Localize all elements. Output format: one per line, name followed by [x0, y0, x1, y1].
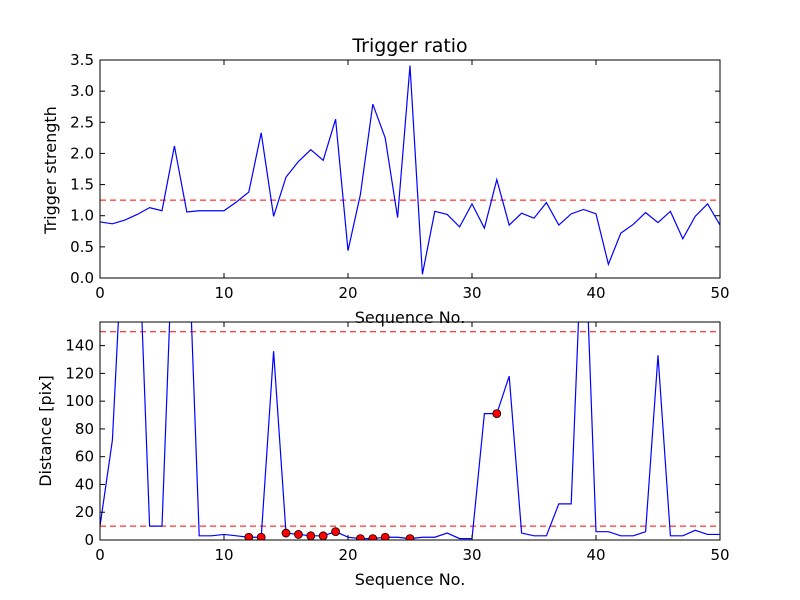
panel2-y-axis-label: Distance [pix]	[36, 375, 55, 487]
y-tick-label: 0	[84, 531, 94, 549]
x-tick-label: 30	[462, 284, 481, 302]
y-tick-label: 20	[75, 503, 94, 521]
x-tick-label: 50	[710, 546, 729, 564]
x-tick-label: 40	[586, 284, 605, 302]
data-point-marker	[405, 534, 415, 540]
y-tick-label: 3.0	[70, 82, 94, 100]
y-tick-label: 2.0	[70, 144, 94, 162]
series-line	[100, 65, 720, 275]
panel-trigger-ratio: Trigger ratio 0 10 20 30 40 50 0.0 0.5 1.0 1.5 2.0…	[41, 35, 730, 327]
panel1-x-axis-label: Sequence No.	[355, 308, 466, 327]
panel2-x-axis-label: Sequence No.	[355, 570, 466, 589]
y-tick-label: 120	[65, 364, 94, 382]
y-tick-label: 40	[75, 475, 94, 493]
y-tick-label: 140	[65, 337, 94, 355]
y-tick-label: 3.5	[70, 51, 94, 69]
data-point-marker	[306, 531, 316, 540]
y-tick-label: 60	[75, 448, 94, 466]
panel2-plot-area: 0 10 20 30 40 50 0 20 40 60 80 100 120 140	[65, 321, 730, 564]
plot-frame	[99, 321, 721, 541]
x-tick-label: 50	[710, 284, 729, 302]
x-tick-label: 0	[95, 284, 105, 302]
y-tick-label: 100	[65, 392, 94, 410]
y-tick-label: 80	[75, 420, 94, 438]
data-point-marker	[281, 528, 291, 538]
y-tick-label: 0.5	[70, 238, 94, 256]
chart-title: Trigger ratio	[351, 35, 467, 57]
y-tick-label: 2.5	[70, 113, 94, 131]
y-tick-label: 1.5	[70, 176, 94, 194]
panel1-plot-area: 0 10 20 30 40 50 0.0 0.5 1.0 1.5 2.0 2.5 3.0 3.5	[70, 51, 729, 302]
series-line	[100, 322, 720, 540]
x-tick-label: 10	[214, 546, 233, 564]
x-tick-label: 10	[214, 284, 233, 302]
x-tick-label: 20	[338, 284, 357, 302]
y-tick-label: 0.0	[70, 269, 94, 287]
data-point-marker	[368, 534, 378, 540]
data-point-marker	[256, 532, 266, 540]
data-point-marker	[492, 409, 502, 419]
data-point-marker	[380, 532, 390, 540]
x-tick-label: 30	[462, 546, 481, 564]
panel1-y-axis-label: Trigger strength	[41, 106, 60, 235]
data-point-marker	[356, 534, 365, 540]
y-tick-label: 1.0	[70, 207, 94, 225]
data-point-marker	[244, 532, 254, 540]
x-tick-label: 20	[338, 546, 357, 564]
x-tick-label: 40	[586, 546, 605, 564]
data-point-marker	[318, 531, 328, 540]
data-point-marker	[331, 527, 341, 537]
panel-distance: 0 10 20 30 40 50 0 20 40 60 80 100 120 140 Sequence N…	[36, 321, 730, 589]
x-tick-label: 0	[95, 546, 105, 564]
data-point-marker	[293, 530, 303, 539]
plot-frame	[99, 59, 721, 279]
